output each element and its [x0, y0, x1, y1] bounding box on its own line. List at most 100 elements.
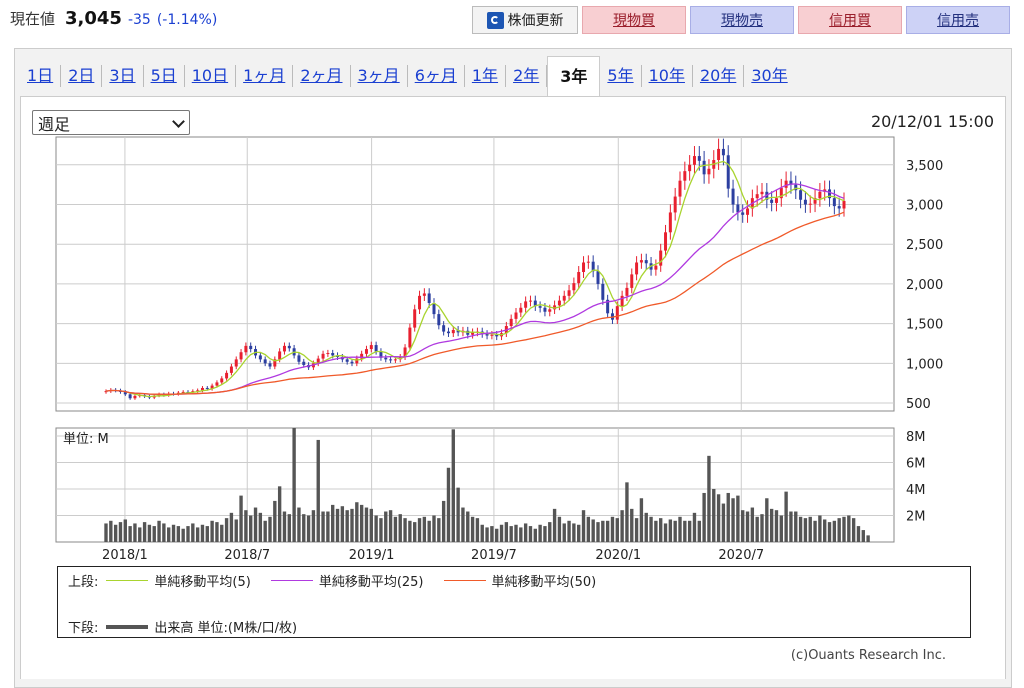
volume-bar	[302, 514, 306, 542]
candle-body	[842, 200, 846, 209]
volume-bar	[567, 520, 571, 542]
candle-body	[413, 309, 417, 328]
buy-spot-button[interactable]: 現物買	[582, 6, 686, 34]
volume-tick-label: 2M	[906, 509, 926, 524]
candle-body	[225, 372, 229, 379]
candle-body	[133, 395, 137, 399]
candle-body	[572, 283, 576, 291]
candle-body	[495, 334, 499, 337]
volume-unit-label: 単位: M	[63, 431, 109, 447]
volume-bar	[721, 503, 726, 542]
x-tick-label: 2019/1	[349, 548, 395, 563]
candle-body	[548, 309, 552, 312]
volume-bar	[253, 507, 258, 542]
candle-body	[249, 345, 253, 350]
volume-bar	[789, 511, 793, 542]
candle-body	[408, 327, 412, 348]
candle-body	[302, 361, 306, 365]
sell-spot-button[interactable]: 現物売	[690, 6, 794, 34]
candle-body	[128, 394, 132, 399]
candle-body	[803, 199, 807, 205]
volume-bar	[355, 502, 359, 542]
candle-body	[528, 300, 532, 302]
tab-1m[interactable]: 1ヶ月	[236, 65, 294, 87]
tab-6m[interactable]: 6ヶ月	[408, 65, 465, 87]
volume-bar	[707, 455, 711, 542]
refresh-icon	[486, 11, 504, 29]
tab-1y[interactable]: 1年	[465, 65, 507, 87]
volume-bar	[384, 511, 388, 542]
volume-bar	[779, 515, 783, 542]
candle-period-select[interactable]: 週足	[32, 110, 190, 135]
tab-5y[interactable]: 5年	[600, 65, 642, 87]
volume-bar	[615, 518, 619, 542]
candle-body	[181, 391, 185, 393]
volume-bar	[557, 516, 562, 542]
volume-bar	[220, 524, 224, 542]
volume-bar	[610, 516, 615, 542]
tab-30y[interactable]: 30年	[751, 66, 788, 85]
tab-2m[interactable]: 2ヶ月	[293, 65, 351, 87]
volume-bar	[504, 522, 509, 542]
tab-10y[interactable]: 10年	[642, 65, 693, 87]
candle-body	[244, 345, 248, 353]
candle-body	[104, 391, 108, 393]
volume-bar	[398, 514, 402, 542]
volume-bar	[181, 528, 185, 542]
volume-bar	[480, 524, 484, 542]
candle-body	[157, 394, 161, 396]
volume-bar	[268, 516, 272, 542]
volume-bar	[239, 495, 243, 542]
tab-10d[interactable]: 10日	[185, 65, 237, 87]
candle-body	[678, 180, 682, 197]
tab-2d[interactable]: 2日	[61, 65, 103, 87]
volume-bar	[210, 520, 214, 542]
buy-margin-button[interactable]: 信用買	[798, 6, 902, 34]
volume-bar	[200, 524, 205, 542]
candle-body	[524, 301, 528, 308]
sell-margin-button[interactable]: 信用売	[906, 6, 1010, 34]
candle-body	[393, 359, 397, 361]
volume-bar	[528, 526, 533, 542]
price-pane	[55, 136, 895, 412]
tab-5d[interactable]: 5日	[144, 65, 185, 87]
volume-bar	[306, 515, 311, 542]
refresh-price-button[interactable]: 株価更新	[472, 6, 578, 34]
volume-bar	[113, 524, 118, 542]
volume-bar	[205, 526, 209, 542]
tab-2y[interactable]: 2年	[506, 65, 548, 87]
chart-datetime: 20/12/01 15:00	[870, 112, 994, 131]
volume-bar	[446, 467, 451, 542]
candle-body	[364, 349, 368, 354]
tab-3y[interactable]: 3年	[547, 55, 601, 97]
volume-bar	[605, 520, 610, 542]
tab-3d[interactable]: 3日	[102, 65, 144, 87]
tab-3m[interactable]: 3ヶ月	[351, 65, 408, 87]
legend-upper: 上段: 単純移動平均(5) 単純移動平均(25) 単純移動平均(50)	[68, 571, 608, 590]
volume-bar	[591, 519, 595, 542]
volume-bar	[109, 520, 113, 542]
volume-bar	[837, 518, 841, 542]
price-tick-label: 3,000	[906, 199, 943, 214]
volume-bar	[331, 504, 335, 542]
candle-body	[384, 357, 388, 360]
volume-bar	[668, 519, 673, 542]
candle-body	[770, 199, 774, 203]
volume-bar	[649, 516, 653, 542]
tab-1d[interactable]: 1日	[20, 65, 62, 87]
candle-body	[331, 353, 335, 356]
volume-bar	[572, 523, 576, 542]
tab-20y[interactable]: 20年	[693, 65, 745, 87]
candle-body	[360, 353, 364, 359]
volume-bar	[495, 528, 499, 542]
candle-body	[736, 204, 740, 213]
volume-bar	[413, 522, 417, 542]
volume-bar	[374, 515, 378, 542]
volume-bar	[654, 520, 658, 542]
volume-bar	[639, 498, 644, 542]
candle-body	[432, 302, 436, 315]
candle-body	[268, 363, 272, 367]
volume-bar	[393, 516, 398, 542]
candle-body	[210, 385, 214, 389]
